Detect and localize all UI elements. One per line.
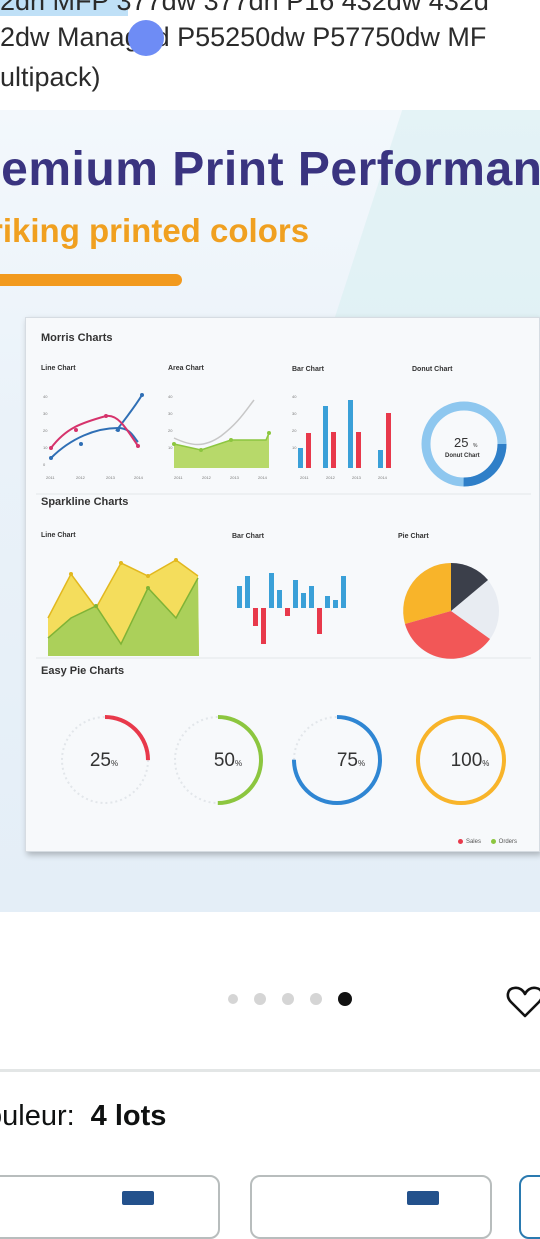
- product-title: 2dn MFP 377dw 377dn P16 432dw 432d 2dw M…: [0, 0, 540, 110]
- product-image[interactable]: remium Print Performanc riking printed c…: [0, 110, 540, 912]
- easy-pie-charts: [60, 715, 506, 805]
- printer-cartridge-icon: [407, 1191, 439, 1205]
- line-chart: 40 30 20 10 0 2011 2012 2013 2014: [43, 393, 144, 480]
- pie-arc: [416, 715, 506, 805]
- legend-orders-dot: [490, 838, 496, 844]
- text-selection-highlight: [0, 0, 128, 16]
- chart-label: Bar Chart: [232, 533, 264, 540]
- svg-text:20: 20: [168, 428, 173, 433]
- donut-value: 25: [454, 435, 468, 450]
- variant-label: ouleur:: [0, 1100, 75, 1132]
- svg-text:40: 40: [168, 394, 173, 399]
- chart-legend: Sales Orders: [450, 838, 517, 845]
- pie-arc: [60, 715, 150, 805]
- image-headline: remium Print Performanc: [0, 143, 540, 196]
- x-tick: 2011: [46, 475, 55, 480]
- chart-label: Line Chart: [41, 365, 76, 372]
- svg-text:40: 40: [292, 394, 297, 399]
- sparkline-area-chart: [47, 558, 199, 656]
- carousel-dot[interactable]: [310, 993, 322, 1005]
- section-divider: [0, 1069, 540, 1072]
- svg-text:2011: 2011: [300, 475, 309, 480]
- section-title: Sparkline Charts: [41, 496, 129, 508]
- svg-text:10: 10: [292, 445, 297, 450]
- svg-text:2014: 2014: [378, 475, 388, 480]
- carousel-dot[interactable]: [228, 994, 238, 1004]
- svg-text:10: 10: [168, 445, 173, 450]
- donut-caption: Donut Chart: [445, 453, 480, 459]
- section-title: Morris Charts: [41, 332, 113, 344]
- legend-sales: Sales: [465, 839, 481, 845]
- x-tick: 2013: [106, 475, 116, 480]
- product-title-line: 2dn MFP 377dw 377dn P16 432dw 432d: [0, 0, 489, 16]
- variant-option[interactable]: [0, 1175, 220, 1239]
- accent-bar: [0, 274, 182, 286]
- svg-text:30: 30: [168, 411, 173, 416]
- svg-text:20: 20: [292, 428, 297, 433]
- svg-text:30: 30: [292, 411, 297, 416]
- heart-icon[interactable]: [505, 982, 540, 1022]
- x-tick: 2014: [134, 475, 144, 480]
- svg-text:2013: 2013: [230, 475, 240, 480]
- legend-sales-dot: [457, 838, 463, 844]
- chart-label: Bar Chart: [292, 366, 324, 373]
- legend-orders: Orders: [498, 839, 517, 845]
- donut-chart: 25 % Donut Chart: [421, 401, 507, 487]
- carousel-dot[interactable]: [254, 993, 266, 1005]
- pie-arc: [292, 715, 382, 805]
- carousel-dot-active[interactable]: [338, 992, 352, 1006]
- chart-label: Line Chart: [41, 532, 76, 539]
- y-tick: 40: [43, 394, 48, 399]
- pie-percent-75: 75%: [336, 750, 366, 771]
- y-tick: 10: [43, 445, 48, 450]
- x-tick: 2012: [76, 475, 86, 480]
- sparkline-pie-chart: [403, 562, 499, 659]
- variant-value: 4 lots: [90, 1100, 167, 1132]
- printer-cartridge-icon: [122, 1191, 154, 1205]
- chart-label: Donut Chart: [412, 366, 453, 373]
- donut-unit: %: [473, 443, 478, 449]
- pie-percent-100: 100%: [450, 750, 490, 771]
- chart-graphics: 40 30 20 10 0 2011 2012 2013 2014: [36, 393, 531, 659]
- touch-indicator: [128, 20, 164, 56]
- chart-label: Area Chart: [168, 365, 204, 372]
- svg-text:2012: 2012: [202, 475, 212, 480]
- y-tick: 30: [43, 411, 48, 416]
- y-tick: 20: [43, 428, 48, 433]
- svg-text:2011: 2011: [174, 475, 183, 480]
- pie-percent-25: 25%: [89, 750, 119, 771]
- chart-label: Pie Chart: [398, 533, 429, 540]
- y-tick: 0: [43, 462, 46, 467]
- svg-text:2012: 2012: [326, 475, 336, 480]
- variant-selector-label: ouleur: 4 lots: [0, 1100, 166, 1133]
- section-title: Easy Pie Charts: [41, 665, 125, 677]
- product-title-line: 2dw Managed P55250dw P57750dw MF: [0, 22, 487, 52]
- carousel-dot[interactable]: [282, 993, 294, 1005]
- product-title-line: ultipack): [0, 62, 101, 92]
- svg-text:2014: 2014: [258, 475, 268, 480]
- carousel-dots: [228, 992, 352, 1006]
- variant-option-selected[interactable]: [519, 1175, 540, 1239]
- variant-option[interactable]: [250, 1175, 492, 1239]
- svg-text:2013: 2013: [352, 475, 362, 480]
- printed-chart-sheet: Morris Charts Line Chart Area Chart Bar …: [25, 317, 540, 852]
- pie-arc: [173, 715, 263, 805]
- image-subheadline: riking printed colors: [0, 212, 310, 249]
- sparkline-bar-chart: [237, 573, 346, 644]
- pie-percent-50: 50%: [213, 750, 243, 771]
